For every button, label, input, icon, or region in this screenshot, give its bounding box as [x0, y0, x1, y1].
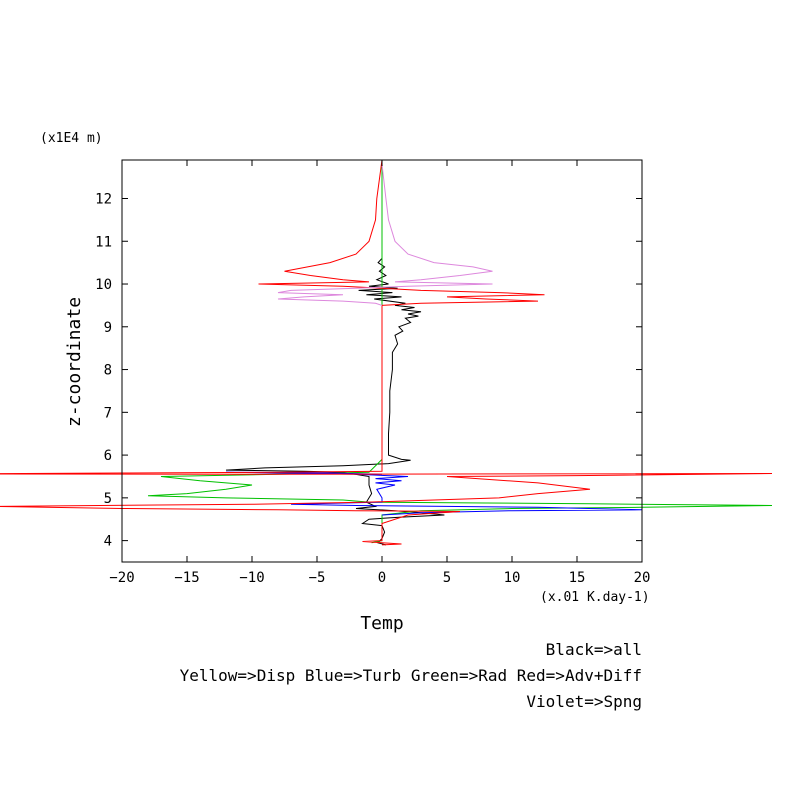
y-tick-label-8: 12	[95, 191, 112, 207]
y-units-label: (x1E4 m)	[40, 131, 103, 146]
y-tick-label-2: 6	[104, 448, 112, 464]
x-tick-label-4: 0	[378, 570, 386, 586]
series-line-1	[147, 164, 773, 544]
series-line-4	[277, 164, 493, 306]
x-tick-label-7: 15	[569, 570, 586, 586]
series-line-2	[225, 471, 643, 516]
series-line-3	[0, 159, 773, 546]
y-axis-title: z-coordinate	[64, 297, 85, 427]
y-tick-label-0: 4	[104, 534, 112, 550]
y-tick-label-5: 9	[104, 320, 112, 336]
x-tick-label-6: 10	[504, 570, 521, 586]
legend-line-3: Violet=>Spng	[526, 692, 642, 711]
x-tick-label-1: −15	[174, 570, 199, 586]
y-tick-label-3: 7	[104, 405, 112, 421]
x-tick-label-2: −10	[239, 570, 264, 586]
y-tick-label-4: 8	[104, 363, 112, 379]
x-tick-label-5: 5	[443, 570, 451, 586]
tick-layer: −20 −15 −10 −5 0 5 10 15 20 4 5 6 7 8 9 10 11 12	[95, 160, 650, 586]
y-tick-label-6: 10	[95, 277, 112, 293]
x-tick-label-8: 20	[634, 570, 651, 586]
legend-line-1: Black=>all	[546, 640, 642, 659]
x-units-label: (x.01 K.day-1)	[540, 590, 650, 605]
series-line-0	[225, 164, 445, 546]
series-layer	[0, 159, 773, 546]
x-axis-title: Temp	[360, 613, 403, 634]
x-tick-label-3: −5	[309, 570, 326, 586]
y-tick-label-1: 5	[104, 491, 112, 507]
legend-line-2: Yellow=>Disp Blue=>Turb Green=>Rad Red=>…	[180, 666, 642, 685]
x-tick-label-0: −20	[109, 570, 134, 586]
y-tick-label-7: 11	[95, 234, 112, 250]
